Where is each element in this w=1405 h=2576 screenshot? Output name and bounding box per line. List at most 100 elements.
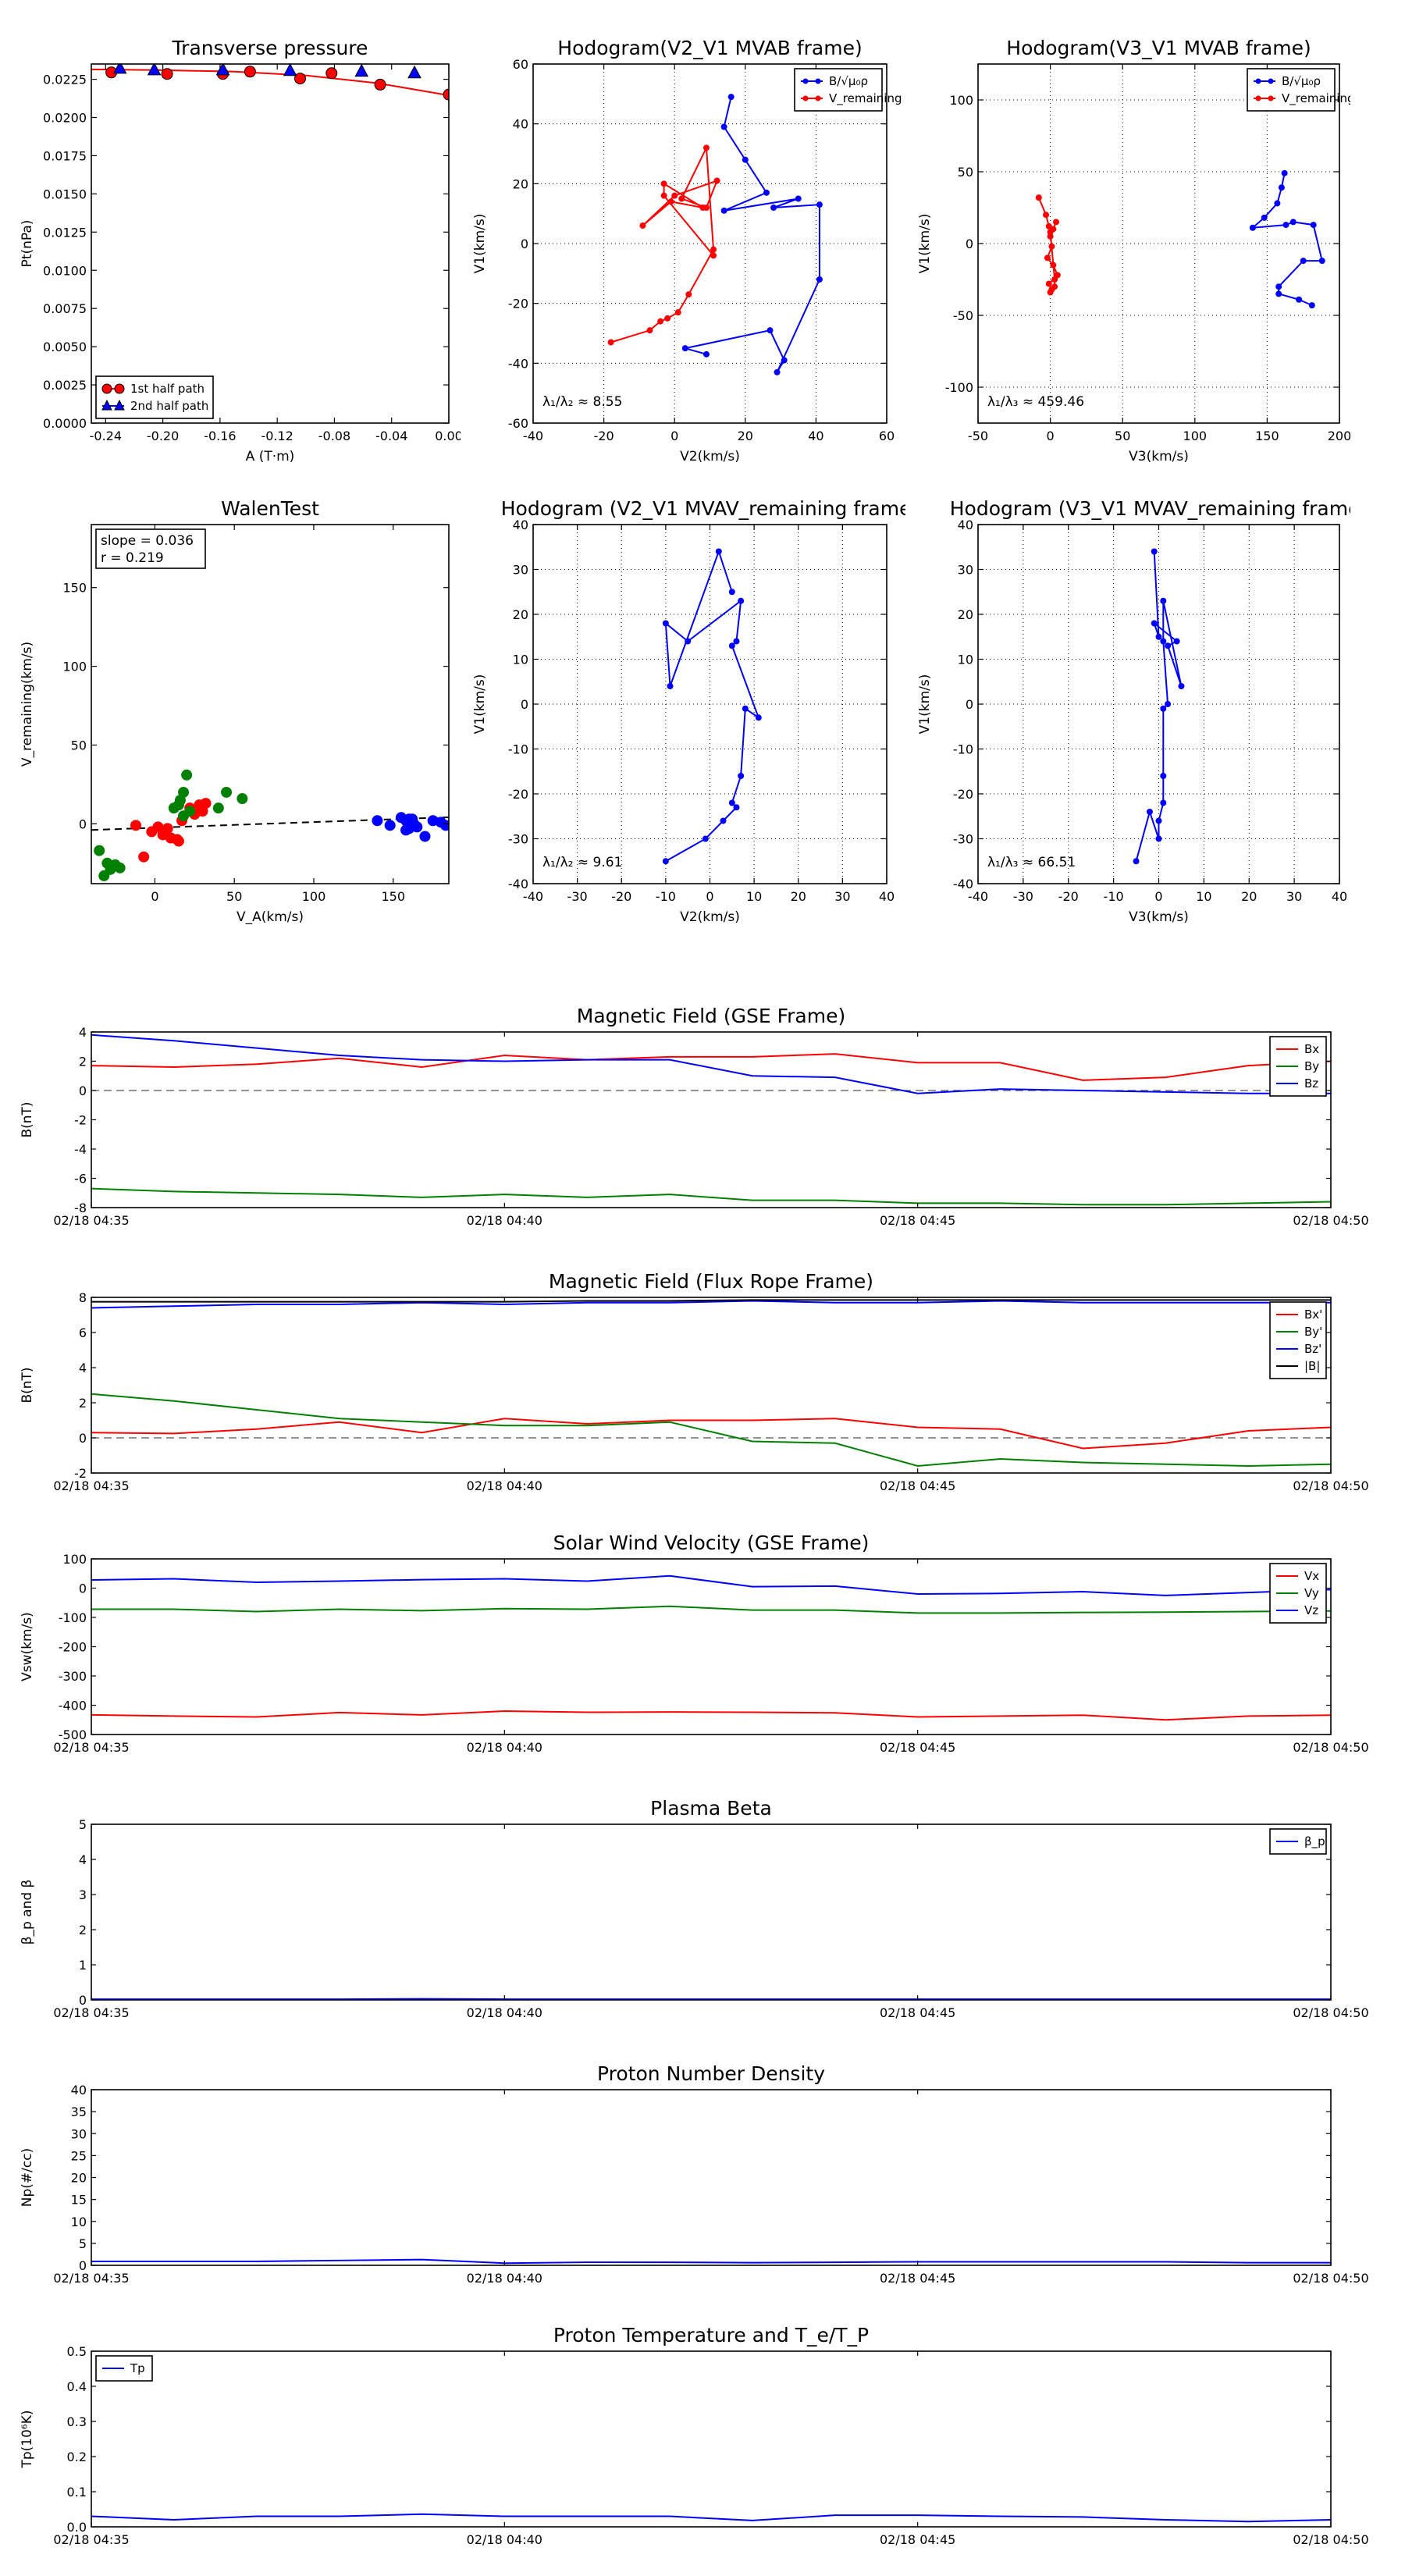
chart-title: Hodogram(V3_V1 MVAB frame) — [1006, 37, 1311, 59]
legend-label: Vx — [1304, 1569, 1319, 1583]
x-axis-label: V2(km/s) — [680, 449, 740, 464]
x-tick-label: 50 — [226, 889, 242, 904]
data-point — [774, 368, 781, 375]
data-point — [1160, 638, 1167, 645]
y-tick-label: 0.0 — [67, 2520, 87, 2535]
x-tick-label: -0.16 — [204, 429, 236, 443]
legend-label: V_remaining — [829, 91, 902, 106]
x-tick-label: 20 — [791, 889, 806, 904]
x-tick-label: 02/18 04:35 — [53, 2271, 129, 2286]
series-v-remaining-line — [610, 144, 719, 343]
data-point — [702, 835, 709, 842]
y-tick-label: 2 — [79, 1923, 87, 1937]
data-point — [738, 597, 745, 604]
stats-text: slope = 0.036 — [101, 533, 194, 549]
y-tick-label: 6 — [79, 1325, 87, 1340]
plot-area — [91, 1574, 1331, 1721]
data-point — [1282, 222, 1289, 229]
y-tick-label: 0.0225 — [43, 73, 87, 87]
data-point — [660, 192, 667, 199]
data-point — [699, 205, 706, 211]
plot-area — [91, 2258, 1331, 2265]
y-tick-label: -20 — [508, 297, 528, 311]
data-point — [639, 222, 646, 229]
y-tick-label: 8 — [79, 1290, 87, 1305]
plot-frame — [91, 2089, 1332, 2266]
y-tick-label: 100 — [949, 93, 973, 108]
data-point — [178, 810, 190, 822]
plot-frame — [91, 1031, 1332, 1208]
ratio-annotation: λ₁/λ₂ ≈ 9.61 — [542, 855, 622, 870]
data-point — [1261, 214, 1268, 221]
legend-label: Tp — [130, 2361, 145, 2375]
x-tick-label: 0 — [706, 889, 713, 904]
x-tick-label: 02/18 04:45 — [880, 2532, 955, 2547]
legend-label: V_remaining — [1282, 91, 1350, 106]
data-point — [1151, 620, 1158, 627]
plasma-beta-chart: Plasma Beta 02/18 04:35 02/18 04:40 02/18 0… — [20, 1797, 1369, 2020]
x-axis-label: V2(km/s) — [680, 909, 740, 925]
y-tick-label: 10 — [958, 653, 973, 667]
data-point — [1274, 200, 1281, 207]
data-point — [646, 327, 653, 334]
y-tick-label: -300 — [59, 1669, 87, 1684]
x-tick-label: 40 — [808, 429, 823, 443]
ratio-annotation: λ₁/λ₃ ≈ 66.51 — [987, 855, 1076, 870]
data-point — [770, 205, 777, 211]
x-tick-label: 100 — [302, 889, 326, 904]
x-tick-label: -0.12 — [261, 429, 293, 443]
data-point — [657, 318, 664, 325]
y-tick-label: 5 — [79, 2236, 87, 2251]
x-tick-label: 02/18 04:50 — [1293, 1478, 1368, 1493]
y-tick-label: 25 — [71, 2148, 87, 2163]
data-point — [1249, 224, 1256, 231]
data-point — [1133, 858, 1140, 865]
x-tick-label: 50 — [1115, 429, 1130, 443]
plot-frame — [91, 1558, 1332, 1735]
y-tick-label: 0 — [79, 817, 87, 831]
plot-area — [91, 769, 449, 881]
legend-label: |B| — [1304, 1359, 1320, 1373]
x-tick-label: -10 — [656, 889, 676, 904]
hodogram-v3-v1-mvav-chart: Hodogram (V3_V1 MVAV_remaining frame) -40… — [917, 497, 1350, 925]
x-tick-label: 02/18 04:40 — [467, 1213, 542, 1228]
data-point — [147, 64, 162, 76]
chart-title: Transverse pressure — [172, 37, 368, 59]
data-point — [419, 831, 431, 842]
data-point — [1155, 835, 1162, 842]
y-tick-label: 20 — [513, 176, 528, 191]
data-point — [713, 177, 720, 184]
x-axis-label: V3(km/s) — [1129, 909, 1189, 925]
x-tick-label: 02/18 04:45 — [880, 1740, 955, 1755]
y-tick-label: -40 — [508, 877, 528, 891]
y-tick-label: 1 — [79, 1958, 87, 1973]
x-tick-label: 0 — [670, 429, 678, 443]
data-point — [1051, 283, 1058, 290]
data-point — [781, 357, 788, 364]
data-point — [742, 156, 749, 163]
x-tick-label: 200 — [1328, 429, 1350, 443]
y-tick-label: 100 — [62, 660, 87, 674]
ratio-annotation: λ₁/λ₂ ≈ 8.55 — [542, 394, 622, 410]
x-tick-label: 02/18 04:40 — [467, 2271, 542, 2286]
y-tick-label: 0.0000 — [43, 416, 87, 431]
x-tick-label: 40 — [1332, 889, 1347, 904]
y-tick-label: -8 — [74, 1201, 87, 1215]
y-tick-label: -20 — [508, 787, 528, 802]
x-tick-label: 02/18 04:50 — [1293, 1213, 1368, 1228]
y-tick-label: 35 — [71, 2105, 87, 2119]
data-point — [293, 73, 306, 85]
legend-label: B/√μ₀ρ — [829, 74, 868, 88]
magnetic-field-gse-chart: Magnetic Field (GSE Frame) 02/18 04:35 02/… — [20, 1005, 1369, 1228]
y-tick-label: -2 — [74, 1113, 87, 1128]
data-point — [1310, 222, 1317, 229]
x-tick-label: -40 — [523, 889, 543, 904]
y-tick-label: 150 — [62, 581, 87, 596]
series-by--line — [91, 1393, 1331, 1468]
y-tick-label: 2 — [79, 1396, 87, 1411]
x-tick-label: -20 — [1058, 889, 1079, 904]
magnetic-field-flux-rope-chart: Magnetic Field (Flux Rope Frame) 02/18 04… — [20, 1270, 1369, 1493]
legend-label: By — [1304, 1059, 1319, 1073]
data-point — [1146, 809, 1153, 815]
data-point — [354, 64, 369, 77]
